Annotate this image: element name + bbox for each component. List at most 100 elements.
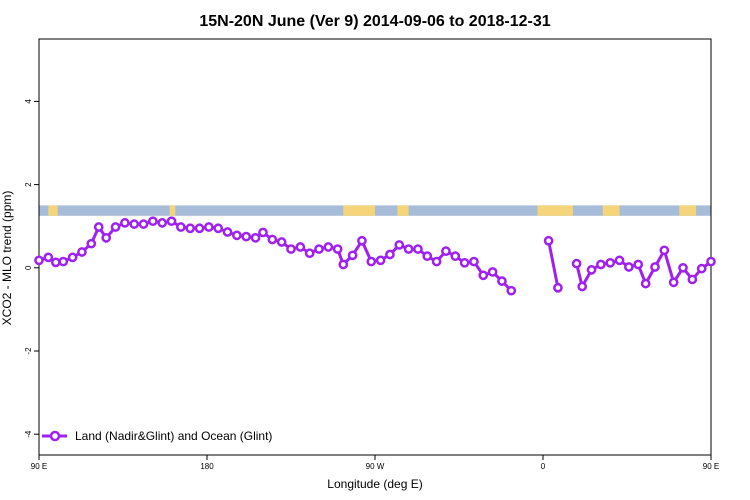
legend: Land (Nadir&Glint) and Ocean (Glint) [42, 429, 272, 443]
data-point [86, 238, 97, 249]
map-band-land [679, 205, 697, 216]
data-point [204, 222, 214, 232]
data-point [596, 259, 606, 270]
map-band-land [537, 205, 573, 216]
data-point [605, 257, 616, 268]
data-point [586, 265, 597, 275]
y-tick-label: -2 [24, 347, 33, 355]
y-tick-label: -4 [24, 430, 33, 438]
data-point [232, 230, 242, 241]
data-point [129, 219, 140, 229]
legend-marker [49, 430, 61, 442]
data-point [577, 281, 588, 292]
data-point [640, 278, 651, 289]
data-point [422, 251, 433, 262]
series-layer [34, 216, 716, 296]
data-point [304, 248, 315, 259]
x-axis-label: Longitude (deg E) [327, 477, 422, 491]
data-point [258, 227, 268, 238]
x-tick-label: 180 [200, 462, 214, 471]
data-point [332, 244, 343, 254]
data-point [543, 235, 554, 246]
data-point [506, 285, 517, 296]
x-tick-label: 90 E [703, 462, 719, 471]
map-band-land [48, 205, 58, 216]
x-tick-label: 90 W [366, 462, 385, 471]
data-point [624, 262, 634, 272]
legend-label: Land (Nadir&Glint) and Ocean (Glint) [75, 429, 272, 443]
data-point [347, 250, 358, 261]
data-point [295, 242, 306, 252]
data-point [497, 276, 507, 286]
series-line [547, 240, 560, 289]
x-tick-label: 0 [541, 462, 546, 471]
data-point [659, 245, 670, 256]
x-axis: 90 E 180 90 W 0 90 E [31, 455, 719, 471]
data-point [403, 244, 414, 254]
data-point [286, 244, 296, 254]
data-point [413, 244, 423, 254]
map-band-land [169, 205, 176, 216]
y-tick-label: 2 [24, 182, 33, 187]
data-point [213, 223, 224, 234]
data-point [633, 259, 644, 270]
data-point [487, 267, 498, 277]
data-point [394, 240, 405, 250]
data-point [478, 270, 489, 281]
data-point [241, 231, 252, 242]
data-point [614, 255, 625, 266]
data-point [687, 274, 698, 285]
data-point [706, 256, 716, 267]
data-point [157, 218, 168, 228]
map-band-land [602, 205, 620, 216]
data-point [194, 223, 205, 234]
data-point [43, 252, 54, 263]
data-point [375, 255, 386, 266]
data-point [571, 258, 582, 269]
data-point [357, 235, 367, 246]
data-point [185, 223, 196, 234]
data-point [385, 249, 395, 260]
data-point [176, 222, 186, 232]
data-point [110, 222, 121, 232]
map-band [39, 205, 711, 216]
data-point [222, 227, 233, 237]
y-tick-label: 4 [24, 99, 33, 104]
data-point [267, 234, 278, 245]
y-axis-label: XCO2 - MLO trend (ppm) [0, 191, 14, 326]
data-point [650, 262, 660, 272]
data-point [366, 256, 377, 267]
data-point [77, 247, 87, 257]
y-tick-label: 0 [24, 265, 33, 270]
data-point [166, 216, 177, 227]
map-band-land [397, 205, 409, 216]
plot-frame [38, 38, 712, 456]
chart-title: 15N-20N June (Ver 9) 2014-09-06 to 2018-… [199, 13, 550, 30]
data-point [678, 262, 688, 273]
data-point [120, 218, 130, 228]
data-point [450, 251, 461, 262]
y-axis: -4 -2 0 2 4 [24, 99, 39, 438]
data-point [138, 219, 149, 229]
data-point [93, 222, 104, 232]
data-point [276, 237, 287, 247]
data-point [101, 232, 112, 243]
data-point [250, 232, 261, 243]
data-point [148, 216, 158, 227]
data-point [553, 282, 563, 293]
data-point [696, 263, 707, 274]
data-point [314, 244, 324, 254]
series-line [38, 219, 513, 292]
data-point [459, 257, 470, 268]
x-tick-label: 90 E [31, 462, 47, 471]
data-point [668, 277, 679, 288]
data-point [441, 246, 451, 257]
series-line [575, 248, 712, 289]
data-point [34, 255, 44, 266]
map-band-land [343, 205, 375, 216]
data-point [338, 259, 349, 270]
data-point [50, 257, 61, 268]
data-point [469, 256, 479, 267]
data-point [431, 256, 442, 267]
